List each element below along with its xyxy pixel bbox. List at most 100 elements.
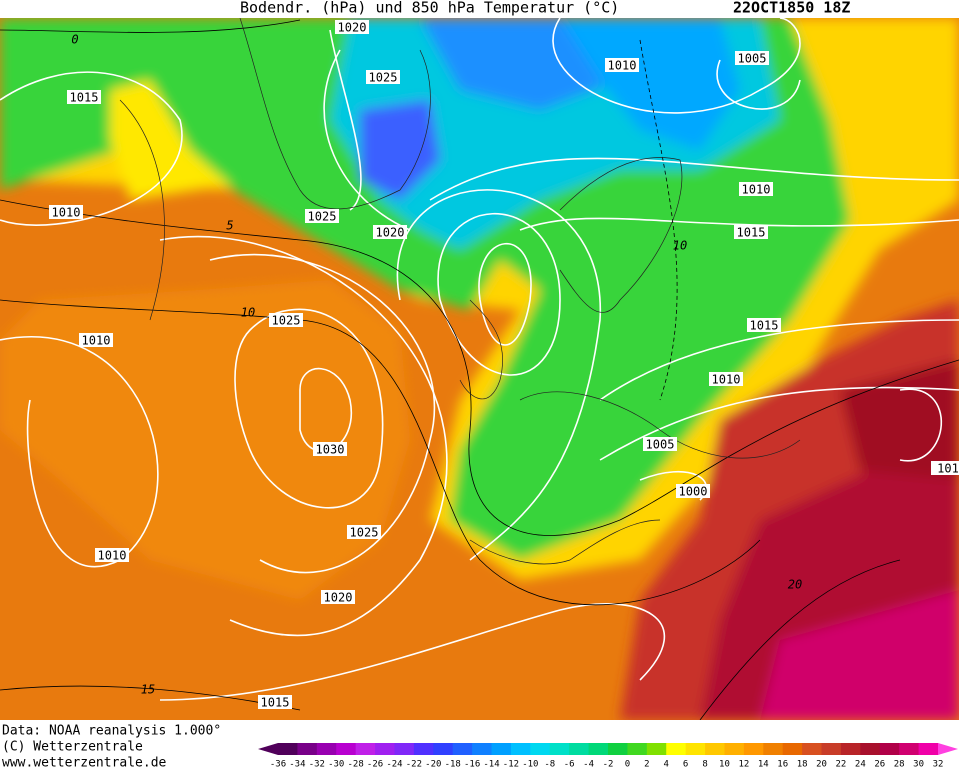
colorbar-swatch xyxy=(879,743,900,755)
colorbar-swatch xyxy=(782,743,803,755)
footer-line: Data: NOAA reanalysis 1.000° xyxy=(2,724,221,739)
colorbar-label: 28 xyxy=(894,760,905,770)
isobar-label-bg xyxy=(373,225,407,239)
colorbar-swatch xyxy=(918,743,939,755)
colorbar-swatch xyxy=(666,743,687,755)
colorbar-swatch xyxy=(685,743,706,755)
colorbar-swatch xyxy=(646,743,667,755)
isobar-label: 1025 xyxy=(350,526,379,540)
isobar-label: 1030 xyxy=(316,443,345,457)
colorbar-swatch xyxy=(375,743,395,755)
isobar-label: 1025 xyxy=(272,314,301,328)
colorbar-label: 12 xyxy=(738,760,749,770)
colorbar-swatch xyxy=(743,743,764,755)
isobar-label-bg xyxy=(79,333,113,347)
isobar-label-bg xyxy=(605,58,639,72)
isobar-label: 1020 xyxy=(324,591,353,605)
isobar-label-bg xyxy=(643,437,677,451)
colorbar-swatch xyxy=(355,743,376,755)
isobar-label-bg xyxy=(734,225,768,239)
colorbar-swatch xyxy=(724,743,745,755)
colorbar-end xyxy=(938,743,958,755)
isobar-label: 1025 xyxy=(369,71,398,85)
isobar-label: 1005 xyxy=(738,52,767,66)
colorbar-label: 4 xyxy=(664,760,669,770)
isobar-label-bg xyxy=(67,90,101,104)
footer-line: (C) Wetterzentrale xyxy=(2,740,143,755)
colorbar-label: 30 xyxy=(913,760,924,770)
colorbar-swatch xyxy=(413,743,434,755)
colorbar-label: 20 xyxy=(816,760,827,770)
isobar-label: 1015 xyxy=(70,91,99,105)
colorbar-swatch xyxy=(452,743,473,755)
colorbar-swatch xyxy=(549,743,570,755)
isobar-label-bg xyxy=(347,525,381,539)
colorbar-swatch xyxy=(297,743,318,755)
colorbar-swatch xyxy=(394,743,415,755)
isobar-label: 1010 xyxy=(742,183,771,197)
isobar-label-bg xyxy=(747,318,781,332)
colorbar-label: -20 xyxy=(425,760,441,770)
isobar-label-bg xyxy=(739,182,773,196)
colorbar-swatch xyxy=(840,743,861,755)
isobar-label: 1010 xyxy=(608,59,637,73)
isobar-label-bg xyxy=(676,484,710,498)
isobar-label-bg xyxy=(269,313,303,327)
colorbar-label: -26 xyxy=(367,760,383,770)
colorbar-label: -18 xyxy=(445,760,461,770)
isobar-label-bg xyxy=(735,51,769,65)
colorbar-swatch xyxy=(899,743,920,755)
colorbar-label: -22 xyxy=(406,760,422,770)
colorbar-swatch xyxy=(472,743,493,755)
colorbar-swatch xyxy=(588,743,609,755)
isobars xyxy=(0,18,959,701)
isotherm-label: 10 xyxy=(241,306,255,320)
colorbar-swatch xyxy=(860,743,881,755)
colorbar-swatch xyxy=(705,743,725,755)
colorbar-label: -10 xyxy=(522,760,538,770)
colorbar-label: 26 xyxy=(874,760,885,770)
isotherm-label: 20 xyxy=(788,578,802,592)
colorbar-swatch xyxy=(608,743,628,755)
isobar-label: 1005 xyxy=(646,438,675,452)
isobar-label: 1015 xyxy=(737,226,766,240)
isotherms xyxy=(0,19,959,720)
colorbar-swatch xyxy=(530,743,551,755)
colorbar-swatch xyxy=(316,743,337,755)
colorbar-label: -30 xyxy=(328,760,344,770)
colorbar-label: -12 xyxy=(503,760,519,770)
isobar-label: 1020 xyxy=(338,21,367,35)
colorbar-label: -6 xyxy=(564,760,575,770)
isobar-label-bg xyxy=(313,442,347,456)
isotherm-label: 0 xyxy=(71,33,78,47)
colorbar-label: 14 xyxy=(758,760,769,770)
colorbar-label: 10 xyxy=(719,760,730,770)
colorbar-swatch xyxy=(821,743,842,755)
colorbar-label: 24 xyxy=(855,760,866,770)
colorbar-label: -24 xyxy=(386,760,402,770)
isobar-label-bg xyxy=(49,205,83,219)
isobar-label-bg xyxy=(335,20,369,34)
isobar-label: 1010 xyxy=(712,373,741,387)
isobar-label: 1010 xyxy=(98,549,127,563)
colorbar-end xyxy=(258,743,278,755)
isotherm-label: 5 xyxy=(226,219,233,233)
coastlines xyxy=(119,18,801,565)
isobar-label: 1010 xyxy=(82,334,111,348)
colorbar-label: 6 xyxy=(683,760,688,770)
header-bar xyxy=(0,0,959,18)
colorbar-label: 18 xyxy=(797,760,808,770)
isobar-label-bg xyxy=(95,548,129,562)
map-area xyxy=(0,18,959,720)
map-title: Bodendr. (hPa) und 850 hPa Temperatur (°… xyxy=(240,0,619,17)
colorbar-label: -16 xyxy=(464,760,480,770)
isobar-label: 1025 xyxy=(308,210,337,224)
isotherm-label: 15 xyxy=(141,683,155,697)
isotherm-label: 10 xyxy=(673,239,687,253)
footer-line: www.wetterzentrale.de xyxy=(2,756,167,770)
isobar-label-bg xyxy=(366,70,400,84)
timestamp: 22OCT1850 18Z xyxy=(733,0,850,17)
isobar-label: 1020 xyxy=(376,226,405,240)
